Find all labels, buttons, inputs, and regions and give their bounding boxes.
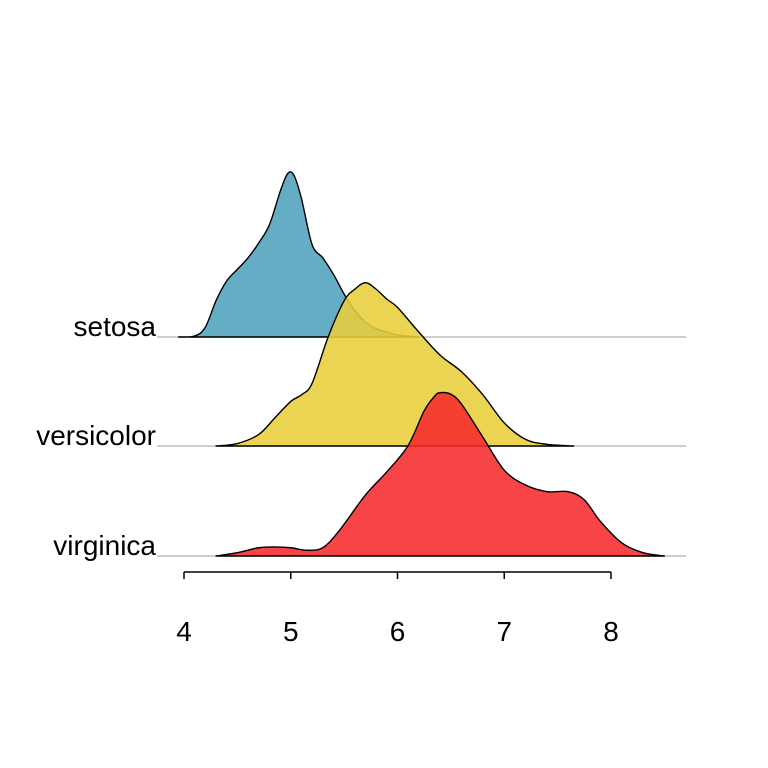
ridge-virginica (215, 391, 666, 557)
category-label-setosa: setosa (74, 311, 157, 342)
x-tick-label: 7 (496, 616, 512, 647)
x-tick-label: 5 (283, 616, 299, 647)
x-tick-label: 4 (176, 616, 192, 647)
category-labels: setosa versicolor virginica (36, 311, 156, 561)
density-ridges (177, 171, 666, 557)
x-axis: 4 5 6 7 8 (176, 571, 619, 647)
ridge-versicolor (215, 281, 575, 447)
x-tick-label: 8 (603, 616, 619, 647)
category-label-versicolor: versicolor (36, 420, 156, 451)
category-label-virginica: virginica (53, 530, 156, 561)
x-tick-label: 6 (390, 616, 406, 647)
